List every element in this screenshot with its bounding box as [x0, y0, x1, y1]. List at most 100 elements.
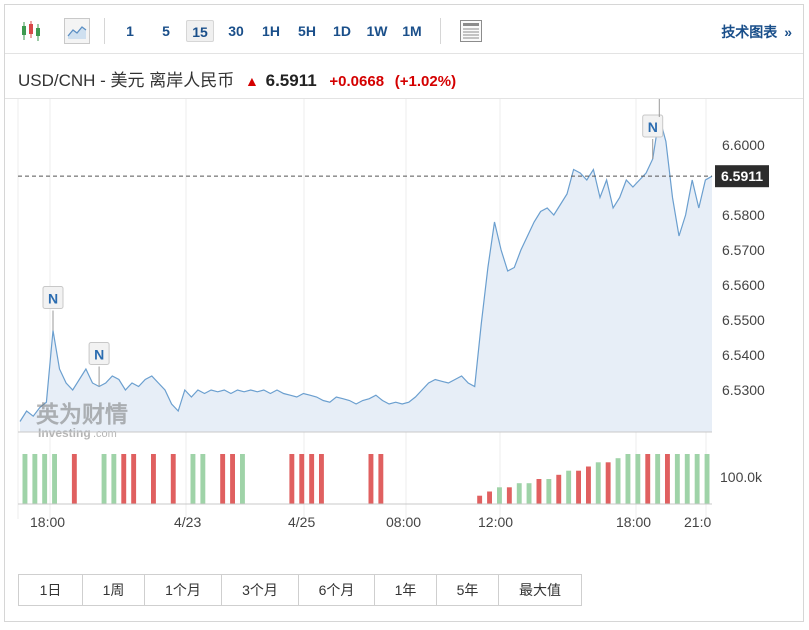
volume-bar — [487, 491, 492, 504]
period-1y[interactable]: 1年 — [375, 575, 437, 605]
volume-bar — [516, 483, 522, 504]
volume-bar — [497, 487, 502, 504]
period-1m[interactable]: 1个月 — [145, 575, 222, 605]
volume-bars — [22, 454, 710, 504]
news-marker-label: N — [48, 291, 58, 307]
volume-bar — [506, 487, 512, 504]
volume-bar — [556, 474, 562, 504]
interval-1d[interactable]: 1D — [333, 23, 351, 39]
volume-bar — [684, 454, 690, 504]
news-marker: N — [658, 99, 660, 117]
x-axis-label: 08:00 — [386, 514, 421, 530]
volume-bar — [536, 479, 542, 504]
x-axis-label: 4/25 — [288, 514, 315, 530]
volume-bar — [111, 454, 117, 504]
interval-1h[interactable]: 1H — [262, 23, 280, 39]
toolbar-divider — [5, 53, 803, 54]
volume-bar — [635, 454, 641, 504]
volume-bar — [220, 454, 226, 504]
volume-bar — [309, 454, 315, 504]
watermark-en: Investing — [38, 426, 91, 440]
x-axis-label: 12:00 — [478, 514, 513, 530]
y-tick-label: 6.5400 — [722, 347, 765, 363]
price-line — [19, 116, 713, 422]
y-tick-label: 6.5600 — [722, 277, 765, 293]
y-tick-label: 6.5700 — [722, 242, 765, 258]
volume-bar — [477, 495, 483, 504]
news-marker: N — [88, 342, 110, 387]
news-marker-label: N — [648, 119, 658, 135]
x-axis-label: 4/23 — [174, 514, 201, 530]
technical-chart-link[interactable]: 技术图表 » — [721, 22, 792, 42]
y-tick-label: 6.5300 — [722, 382, 765, 398]
interval-15[interactable]: 15 — [186, 20, 214, 42]
volume-bar — [625, 454, 631, 504]
volume-bar — [566, 470, 572, 504]
volume-bar — [704, 454, 710, 504]
price-change-percent: (+1.02%) — [394, 73, 457, 90]
volume-bar — [121, 454, 127, 504]
price-change: +0.0668 — [329, 73, 385, 90]
y-tick-label: 6.5800 — [722, 207, 765, 223]
news-marker: N — [42, 286, 64, 331]
volume-bar — [52, 454, 57, 504]
volume-bar — [190, 454, 196, 504]
volume-bar — [299, 454, 305, 504]
volume-bar — [230, 454, 235, 504]
interval-1w[interactable]: 1W — [366, 23, 388, 39]
volume-bar — [576, 470, 581, 504]
current-price-label: 6.5911 — [715, 165, 769, 188]
price-area-fill — [20, 117, 712, 432]
technical-chart-label: 技术图表 — [721, 24, 778, 40]
news-markers: NNNN — [42, 99, 664, 387]
header-divider — [5, 98, 803, 99]
volume-bar — [289, 454, 295, 504]
volume-bar — [101, 454, 107, 504]
x-axis-label: 18:00 — [30, 514, 65, 530]
volume-bar — [42, 454, 48, 504]
volume-bar — [526, 483, 532, 504]
line-chart-icon[interactable] — [64, 18, 90, 44]
volume-bar — [694, 454, 700, 504]
news-marker-label: N — [94, 347, 104, 363]
instrument-name: USD/CNH - 美元 离岸人民币 — [18, 71, 235, 90]
news-marker-box — [642, 114, 664, 138]
interval-1m[interactable]: 1M — [402, 23, 422, 39]
chart-toolbar: 1 5 15 30 1H 5H 1D 1W 1M 技术图表 » — [4, 14, 804, 48]
period-1d[interactable]: 1日 — [19, 575, 83, 605]
volume-bar — [151, 454, 156, 504]
interval-5h[interactable]: 5H — [298, 23, 316, 39]
volume-bar — [546, 479, 552, 504]
period-1w[interactable]: 1周 — [83, 575, 145, 605]
last-price: 6.5911 — [265, 71, 317, 90]
volume-axis-label: 100.0k — [720, 469, 763, 485]
volume-label-text: 100.0k — [720, 469, 763, 485]
period-5y[interactable]: 5年 — [437, 575, 499, 605]
news-marker: N — [642, 114, 664, 159]
volume-bar — [674, 454, 680, 504]
volume-bar — [131, 454, 137, 504]
news-marker-box — [88, 342, 110, 365]
period-6m[interactable]: 6个月 — [299, 575, 375, 605]
volume-bar — [200, 454, 206, 504]
table-view-icon[interactable] — [458, 18, 484, 44]
x-axis-labels: 18:00 4/23 4/25 08:00 12:00 18:00 21:0 — [30, 514, 711, 530]
candlestick-icon[interactable] — [18, 18, 44, 44]
current-price-box — [715, 165, 769, 188]
interval-1[interactable]: 1 — [126, 23, 134, 39]
volume-bar — [32, 454, 38, 504]
period-max[interactable]: 最大值 — [519, 582, 561, 598]
period-3m[interactable]: 3个月 — [222, 575, 299, 605]
interval-30[interactable]: 30 — [228, 23, 244, 39]
price-chart[interactable]: 6.6000 6.5800 6.5700 6.5600 6.5500 6.5400 6.53… — [0, 99, 809, 559]
chart-widget — [4, 4, 804, 622]
volume-bar — [170, 454, 176, 504]
interval-5[interactable]: 5 — [162, 23, 170, 39]
volume-bar — [586, 466, 591, 504]
chevron-right-icon: » — [784, 24, 792, 40]
news-marker-box — [42, 286, 64, 309]
up-arrow-icon: ▲ — [245, 73, 259, 89]
y-tick-label: 6.5500 — [722, 312, 765, 328]
quote-header: USD/CNH - 美元 离岸人民币 ▲ 6.5911 +0.0668 (+1.… — [18, 66, 456, 90]
volume-bar — [71, 454, 77, 504]
